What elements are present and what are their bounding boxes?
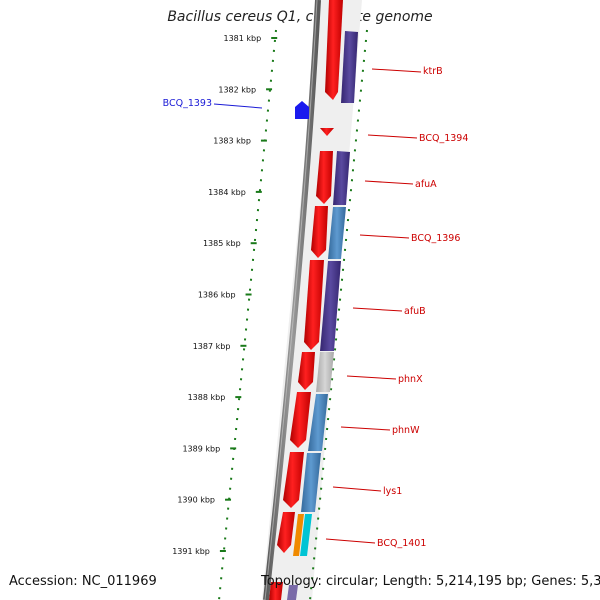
gene-arrow-afuB [304, 260, 324, 350]
kbp-tick-label: 1390 kbp [177, 496, 215, 505]
leader-BCQ_1396 [359, 234, 410, 239]
accession-text: Accession: NC_011969 [9, 574, 157, 589]
gene-arrow-phnX [298, 352, 315, 390]
gene-label-afuB: afuB [404, 306, 426, 317]
feature-bottom [287, 585, 298, 600]
gene-arrow-BCQ_1396 [311, 206, 328, 258]
leader-afuB [352, 307, 403, 312]
label-leaders [213, 68, 422, 544]
feature-BCQ_1396 [328, 207, 346, 259]
leader-BCQ_1394 [367, 134, 418, 139]
gene-arrows [269, 0, 343, 600]
leader-BCQ_1393 [213, 103, 263, 109]
gene-arrow-ktrB [325, 0, 343, 100]
gene-arrow-BCQ_1394 [320, 128, 334, 136]
gene-arrow-afuA [316, 151, 333, 204]
kbp-tick-label: 1386 kbp [198, 291, 236, 300]
genome-summary-text: Topology: circular; Length: 5,214,195 bp… [261, 574, 600, 589]
gene-label-phnW: phnW [392, 425, 420, 436]
kbp-tick-label: 1389 kbp [182, 444, 220, 453]
kbp-tick-label: 1381 kbp [223, 34, 261, 43]
gene-label-ktrB: ktrB [423, 66, 443, 77]
kbp-tick-label: 1383 kbp [213, 137, 251, 146]
leader-lys1 [332, 486, 382, 492]
tick-axis-left [218, 29, 277, 600]
gene-arrow-BCQ_1393 [295, 101, 309, 119]
gene-label-BCQ_1396: BCQ_1396 [411, 233, 460, 244]
genome-backbone [263, 0, 321, 600]
feature-phnW [308, 394, 328, 451]
kbp-tick-label: 1382 kbp [218, 85, 256, 94]
leader-afuA [364, 180, 414, 185]
leader-BCQ_1401 [325, 538, 376, 544]
gene-label-phnX: phnX [398, 374, 423, 385]
gene-arrow-BCQ_1401 [277, 512, 295, 553]
leader-ktrB [371, 68, 422, 73]
gene-label-afuA: afuA [415, 179, 437, 190]
feature-afuA [333, 151, 350, 205]
gene-labels: ktrB BCQ_1393 BCQ_1394 afuA BCQ_1396 afu… [163, 66, 469, 549]
feature-phnX [316, 352, 334, 392]
kbp-tick-label: 1385 kbp [203, 239, 241, 248]
map-title: Bacillus cereus Q1, complete genome [167, 9, 433, 25]
kbp-ticks: 1381 kbp 1382 kbp 1383 kbp 1384 kbp 1385 kbp… [172, 34, 278, 556]
gene-label-BCQ_1393: BCQ_1393 [163, 98, 212, 109]
gene-arrow-lys1 [283, 452, 304, 508]
function-track [287, 31, 358, 600]
feature-lys1 [301, 453, 321, 512]
gene-arrow-bottom [269, 582, 283, 600]
kbp-tick-label: 1388 kbp [188, 393, 226, 402]
kbp-tick-label: 1387 kbp [193, 342, 231, 351]
gene-arrow-phnW [290, 392, 311, 448]
kbp-tick-label: 1391 kbp [172, 547, 210, 556]
gene-label-lys1: lys1 [383, 486, 402, 497]
kbp-tick-label: 1384 kbp [208, 188, 246, 197]
gene-label-BCQ_1401: BCQ_1401 [377, 538, 426, 549]
genome-backbone-highlight [264, 0, 318, 600]
feature-BCQ_1401-cyan [300, 514, 312, 556]
leader-phnW [340, 426, 391, 431]
feature-afuB [320, 261, 341, 351]
feature-BCQ_1401-orange [293, 514, 304, 556]
leader-phnX [346, 375, 397, 380]
gene-label-BCQ_1394: BCQ_1394 [419, 133, 468, 144]
feature-ktrB [341, 31, 358, 103]
